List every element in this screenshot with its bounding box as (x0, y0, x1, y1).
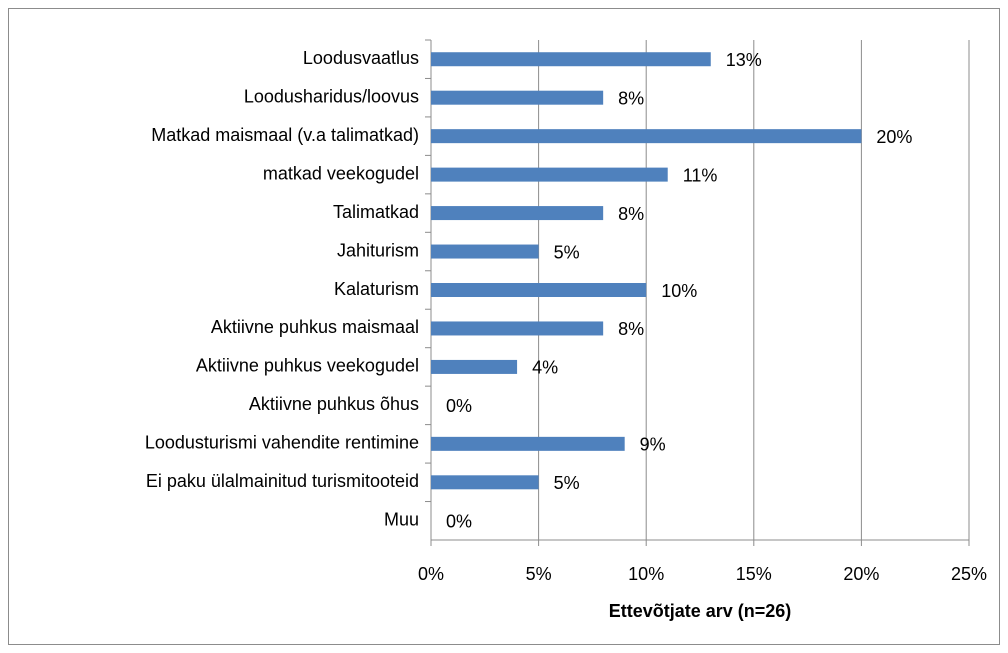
y-tick-label: Talimatkad (333, 202, 419, 222)
y-tick-label: Muu (384, 510, 419, 530)
y-tick-label: Loodusharidus/loovus (244, 86, 419, 106)
bar (431, 52, 711, 67)
bar (431, 436, 625, 451)
value-label: 5% (554, 473, 580, 493)
value-label: 11% (683, 165, 718, 185)
x-tick-label: 0% (418, 564, 444, 584)
x-tick-label: 20% (843, 564, 879, 584)
y-tick-label: Kalaturism (334, 279, 419, 299)
y-tick-label: Aktiivne puhkus veekogudel (196, 356, 419, 376)
value-label: 5% (554, 242, 580, 262)
y-tick-label: Matkad maismaal (v.a talimatkad) (151, 125, 419, 145)
bar (431, 206, 604, 221)
bar (431, 90, 604, 105)
value-label: 10% (661, 281, 697, 301)
bar (431, 321, 604, 336)
x-axis-title: Ettevõtjate arv (n=26) (609, 601, 792, 621)
bar (431, 359, 518, 374)
y-tick-label: Jahiturism (337, 240, 419, 260)
y-tick-label: Loodusvaatlus (303, 48, 419, 68)
value-label: 4% (532, 358, 558, 378)
y-tick-label: Aktiivne puhkus õhus (249, 394, 419, 414)
bar (431, 244, 539, 259)
bar (431, 129, 862, 144)
value-label: 8% (618, 319, 644, 339)
value-label: 20% (876, 127, 912, 147)
value-label: 13% (726, 50, 762, 70)
y-tick-label: matkad veekogudel (263, 163, 419, 183)
x-tick-label: 15% (736, 564, 772, 584)
y-tick-label: Aktiivne puhkus maismaal (211, 317, 419, 337)
x-tick-label: 5% (526, 564, 552, 584)
value-label: 9% (640, 435, 666, 455)
value-label: 8% (618, 88, 644, 108)
value-label: 0% (446, 396, 472, 416)
bar (431, 167, 668, 182)
bar (431, 475, 539, 490)
bar (431, 283, 647, 297)
y-tick-label: Ei paku ülalmainitud turismitooteid (146, 471, 419, 491)
x-tick-label: 10% (628, 564, 664, 584)
x-tick-label: 25% (951, 564, 987, 584)
value-label: 8% (618, 204, 644, 224)
y-tick-label: Loodusturismi vahendite rentimine (145, 433, 419, 453)
value-label: 0% (446, 512, 472, 532)
